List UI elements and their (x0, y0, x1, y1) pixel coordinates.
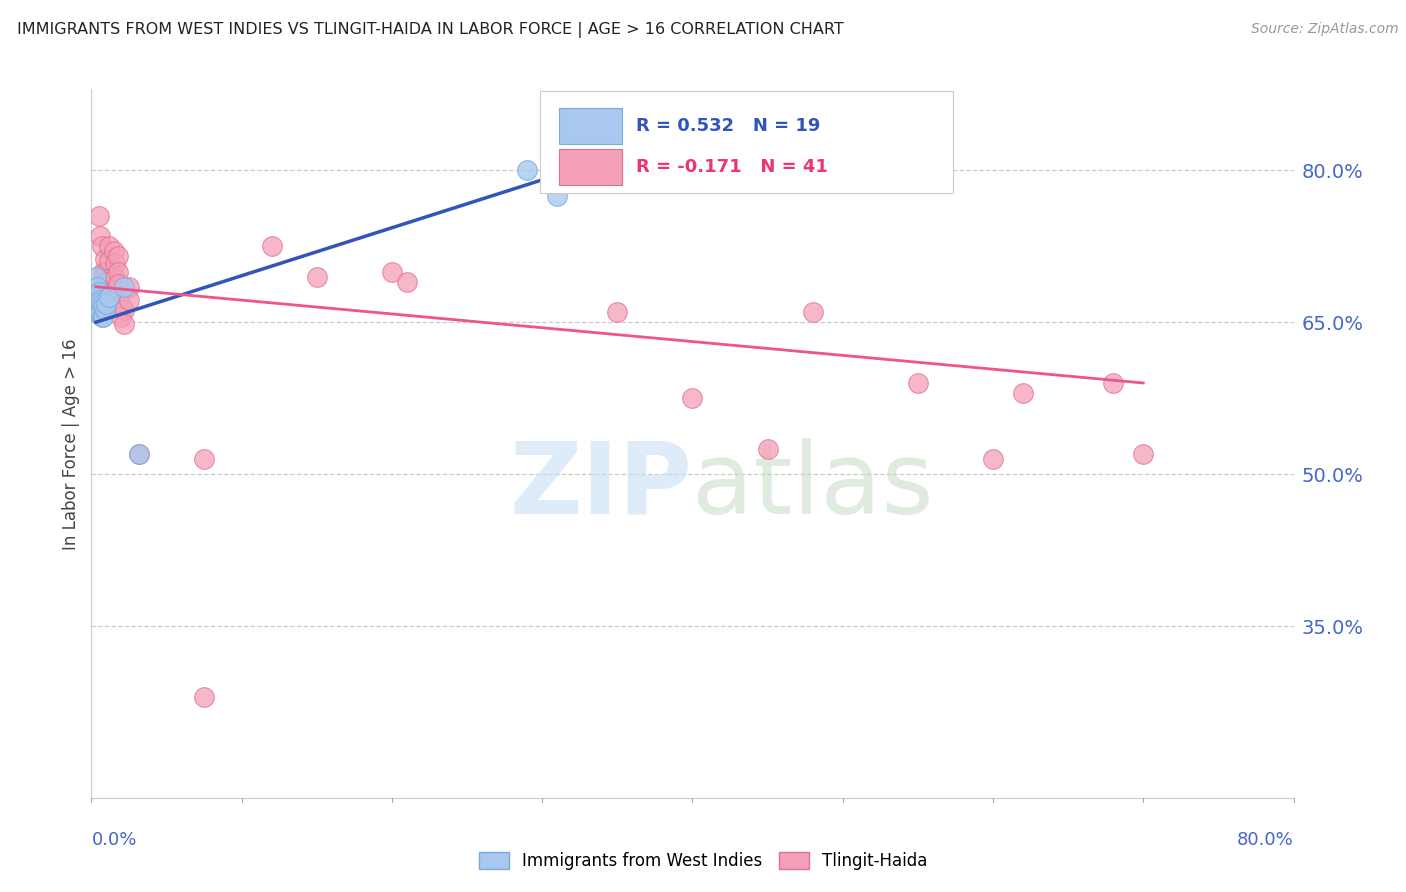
Point (907, 376, 929, 390)
FancyBboxPatch shape (560, 150, 621, 185)
FancyBboxPatch shape (560, 108, 621, 144)
Point (93, 277, 115, 291)
Point (104, 256, 127, 270)
Point (93, 264, 115, 278)
Point (94, 303, 117, 318)
Point (193, 452, 215, 467)
Point (1132, 447, 1154, 461)
Point (98, 239, 121, 253)
Point (107, 290, 129, 304)
Point (128, 447, 150, 461)
Point (101, 269, 124, 284)
Point (107, 249, 129, 263)
Text: 80.0%: 80.0% (1237, 831, 1294, 849)
Point (89, 229, 111, 244)
Point (98, 290, 121, 304)
Point (1102, 376, 1125, 390)
Text: 0.0%: 0.0% (91, 831, 136, 849)
Point (128, 447, 150, 461)
Point (96, 275, 118, 289)
Point (546, 188, 568, 202)
Point (96, 264, 118, 278)
Text: Source: ZipAtlas.com: Source: ZipAtlas.com (1251, 22, 1399, 37)
Legend: Immigrants from West Indies, Tlingit-Haida: Immigrants from West Indies, Tlingit-Hai… (472, 845, 934, 877)
Point (103, 244, 125, 259)
Point (87, 300, 110, 314)
Text: IMMIGRANTS FROM WEST INDIES VS TLINGIT-HAIDA IN LABOR FORCE | AGE > 16 CORRELATI: IMMIGRANTS FROM WEST INDIES VS TLINGIT-H… (17, 22, 844, 38)
Point (381, 264, 404, 278)
Point (86, 297, 108, 311)
Point (96, 297, 118, 311)
Point (981, 452, 1004, 467)
Point (94, 252, 117, 267)
Y-axis label: In Labor Force | Age > 16: In Labor Force | Age > 16 (62, 338, 80, 549)
Point (756, 442, 779, 456)
Point (104, 269, 127, 284)
Point (110, 310, 132, 325)
Point (87, 307, 110, 321)
Point (193, 690, 215, 704)
Point (90, 297, 112, 311)
Point (114, 303, 136, 318)
Point (110, 297, 132, 311)
Point (90, 310, 112, 325)
Point (87, 209, 110, 223)
FancyBboxPatch shape (540, 91, 953, 194)
Point (89, 294, 111, 309)
Point (305, 269, 328, 284)
Point (118, 293, 141, 307)
Point (86, 279, 108, 293)
Point (107, 264, 129, 278)
Text: R = -0.171   N = 41: R = -0.171 N = 41 (636, 158, 828, 177)
Point (84, 269, 107, 284)
Point (89, 305, 111, 319)
Point (98, 254, 121, 268)
Point (118, 279, 141, 293)
Point (93, 300, 115, 314)
Text: atlas: atlas (692, 438, 934, 535)
Point (681, 391, 703, 405)
Point (114, 317, 136, 331)
Point (114, 279, 136, 293)
Point (104, 283, 127, 297)
Point (86, 290, 108, 304)
Point (516, 163, 538, 178)
Point (260, 239, 283, 253)
Point (87, 285, 110, 299)
Point (107, 277, 129, 291)
Point (93, 310, 115, 325)
Text: ZIP: ZIP (509, 438, 692, 535)
Point (801, 305, 824, 319)
Text: R = 0.532   N = 19: R = 0.532 N = 19 (636, 117, 820, 135)
Point (606, 305, 628, 319)
Point (1012, 386, 1035, 401)
Point (87, 293, 110, 307)
Point (90, 239, 112, 253)
Point (395, 275, 418, 289)
